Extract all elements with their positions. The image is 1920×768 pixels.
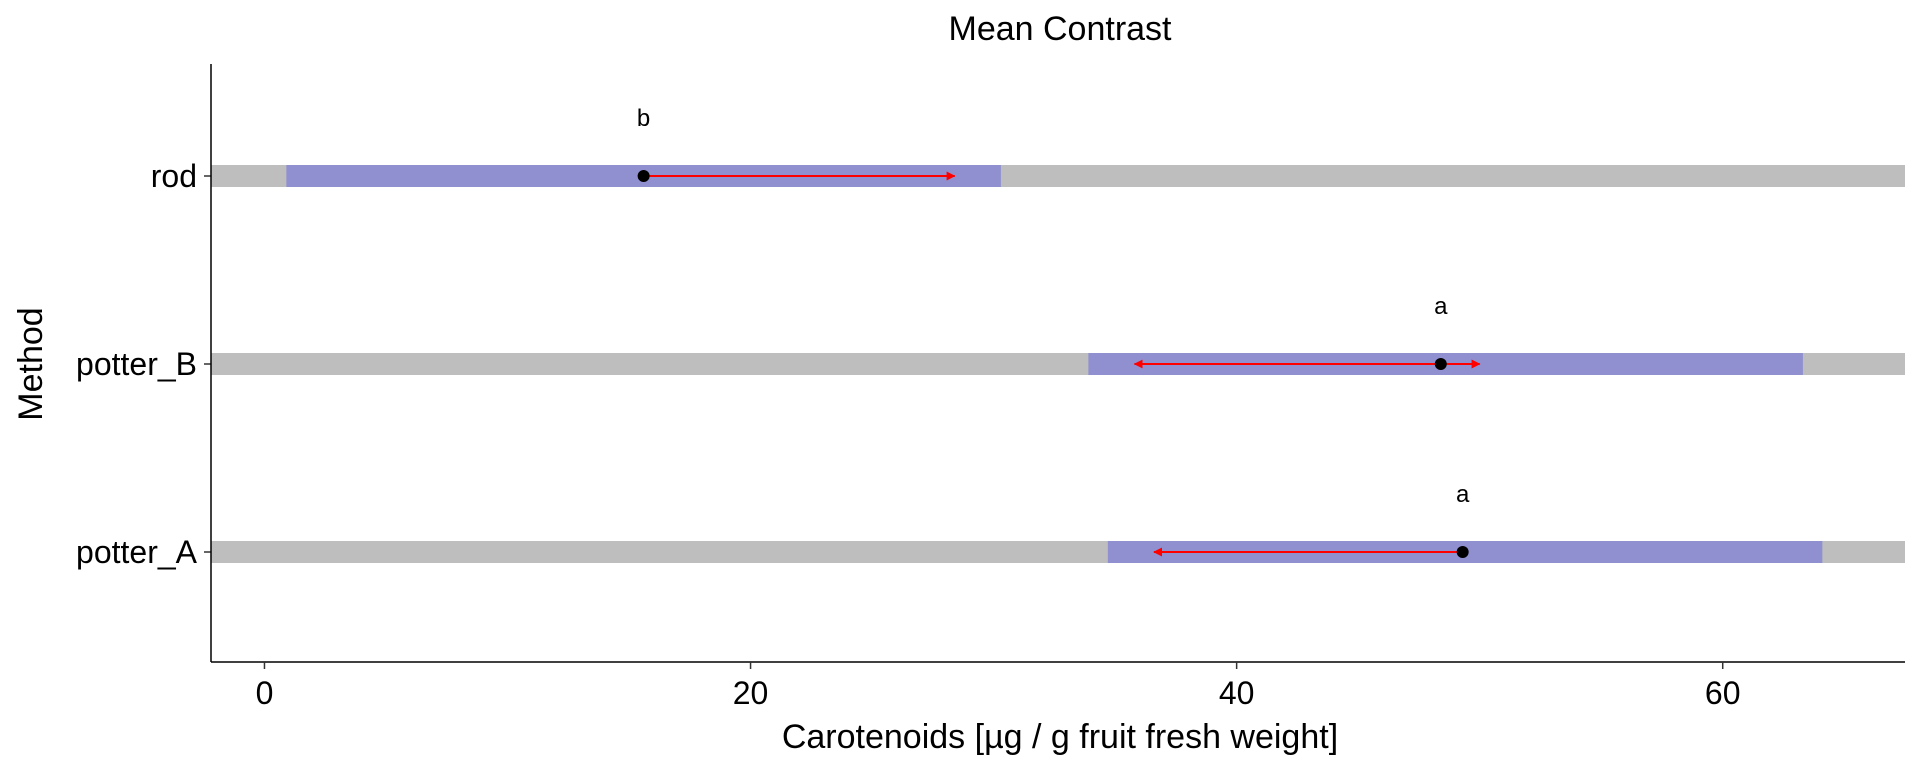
letter-label-potter_A: a [1456, 481, 1470, 508]
mean-point-potter_A [1456, 546, 1469, 558]
mean-point-rod [637, 170, 650, 182]
x-axis-title: Carotenoids [µg / g fruit fresh weight] [782, 718, 1338, 756]
x-tick-label-20: 20 [733, 675, 769, 711]
x-tick-label-60: 60 [1705, 675, 1741, 711]
letter-label-potter_B: a [1434, 293, 1448, 320]
category-label-potter_A: potter_A [76, 534, 198, 570]
category-label-potter_B: potter_B [76, 346, 197, 382]
x-tick-label-40: 40 [1219, 675, 1255, 711]
x-tick-label-0: 0 [256, 675, 274, 711]
chart-title: Mean Contrast [949, 10, 1173, 48]
y-axis-title: Method [12, 307, 50, 420]
letter-label-rod: b [637, 105, 650, 132]
mean-point-potter_B [1434, 358, 1447, 370]
category-label-rod: rod [151, 158, 197, 194]
